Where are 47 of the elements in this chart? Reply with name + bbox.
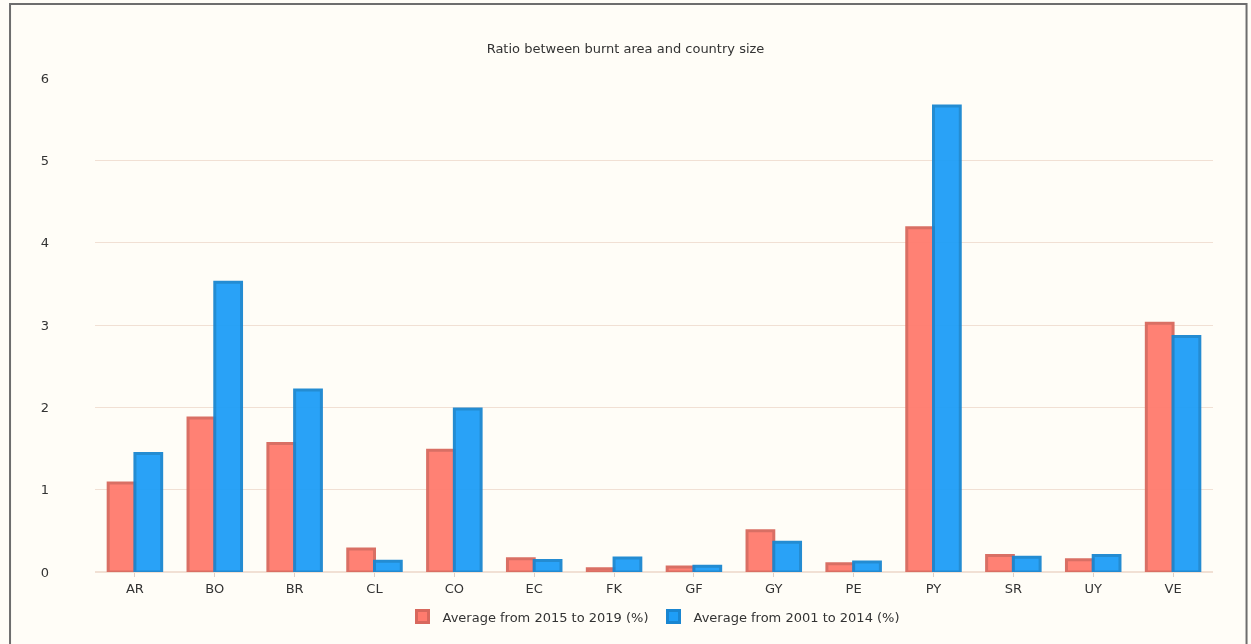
bar: [213, 280, 244, 572]
bar: [772, 540, 803, 572]
x-tick-label: PE: [845, 580, 862, 596]
bar: [692, 564, 723, 572]
bar: [452, 407, 483, 572]
x-tick-label: PY: [925, 580, 942, 596]
x-tick-label: SR: [1004, 580, 1023, 596]
x-tick-label: GY: [765, 580, 783, 596]
y-tick-label: 0: [40, 564, 49, 580]
y-tick-label: 4: [40, 235, 49, 251]
bar: [373, 559, 403, 572]
bar: [293, 388, 323, 572]
y-tick-label: 3: [40, 317, 49, 333]
chart-title: Ratio between burnt area and country size: [486, 40, 765, 56]
bar: [745, 529, 776, 572]
bar: [852, 560, 882, 572]
bar: [1171, 335, 1202, 572]
x-tick-label: BR: [285, 580, 304, 596]
bar: [1011, 555, 1042, 572]
bar: [905, 226, 935, 572]
bar: [585, 567, 616, 572]
bar: [985, 554, 1015, 572]
legend-label: Average from 2015 to 2019 (%): [442, 609, 649, 625]
bar: [505, 557, 536, 572]
bar: [932, 104, 962, 572]
x-tick-label: BO: [205, 580, 225, 596]
bar: [133, 451, 164, 572]
x-tick-label: GF: [685, 580, 703, 596]
x-tick-label: CO: [444, 580, 465, 596]
bar: [426, 448, 456, 572]
x-tick-label: FK: [606, 580, 623, 596]
bar: [612, 556, 643, 572]
legend-label: Average from 2001 to 2014 (%): [693, 609, 900, 625]
x-tick-label: UY: [1084, 580, 1102, 596]
bar: [532, 558, 563, 572]
bar: [1064, 558, 1095, 572]
bar: [1144, 321, 1175, 572]
y-tick-label: 1: [40, 482, 49, 498]
x-tick-label: EC: [525, 580, 543, 596]
bar: [346, 547, 376, 572]
y-tick-label: 5: [40, 152, 49, 168]
y-tick-label: 6: [40, 70, 49, 86]
y-tick-label: 2: [40, 399, 49, 415]
bar: [1091, 554, 1122, 572]
x-tick-label: VE: [1164, 580, 1182, 596]
x-tick-label: CL: [366, 580, 384, 596]
x-tick-label: AR: [125, 580, 144, 596]
